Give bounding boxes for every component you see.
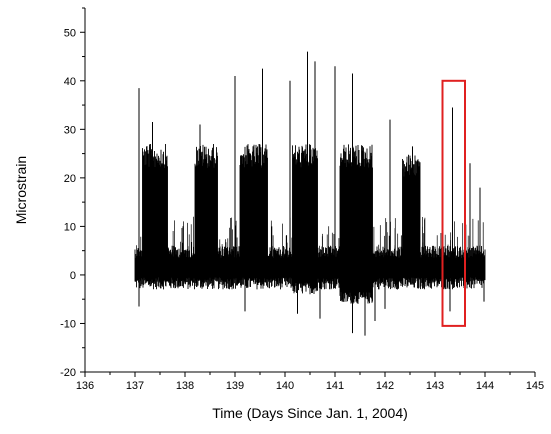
trace-spikes xyxy=(136,216,484,275)
annotation-layer xyxy=(441,79,466,327)
trace-layer xyxy=(134,51,486,336)
x-tick-label: 138 xyxy=(176,380,194,392)
y-tick-label: 50 xyxy=(64,27,76,39)
y-ticks: -20 -10 0 10 20 30 40 50 xyxy=(60,7,85,379)
x-tick-label: 139 xyxy=(226,380,244,392)
x-tick-label: 145 xyxy=(526,380,544,392)
x-ticks: 136 137 138 139 140 141 142 143 144 145 xyxy=(76,372,544,392)
y-tick-label: -20 xyxy=(60,367,76,379)
x-tick-label: 144 xyxy=(476,380,494,392)
x-tick-label: 143 xyxy=(426,380,444,392)
x-tick-label: 142 xyxy=(376,380,394,392)
x-tick-label: 137 xyxy=(126,380,144,392)
y-tick-label: -10 xyxy=(60,318,76,330)
y-tick-label: 30 xyxy=(64,124,76,136)
y-tick-label: 20 xyxy=(64,173,76,185)
y-tick-label: 10 xyxy=(64,221,76,233)
x-tick-label: 136 xyxy=(76,380,94,392)
y-tick-label: 40 xyxy=(64,76,76,88)
highlight-rectangle xyxy=(441,79,466,327)
x-tick-label: 140 xyxy=(276,380,294,392)
x-tick-label: 141 xyxy=(326,380,344,392)
y-axis-title: Microstrain xyxy=(13,156,29,224)
y-tick-label: 0 xyxy=(70,270,76,282)
x-axis-title: Time (Days Since Jan. 1, 2004) xyxy=(212,405,408,421)
